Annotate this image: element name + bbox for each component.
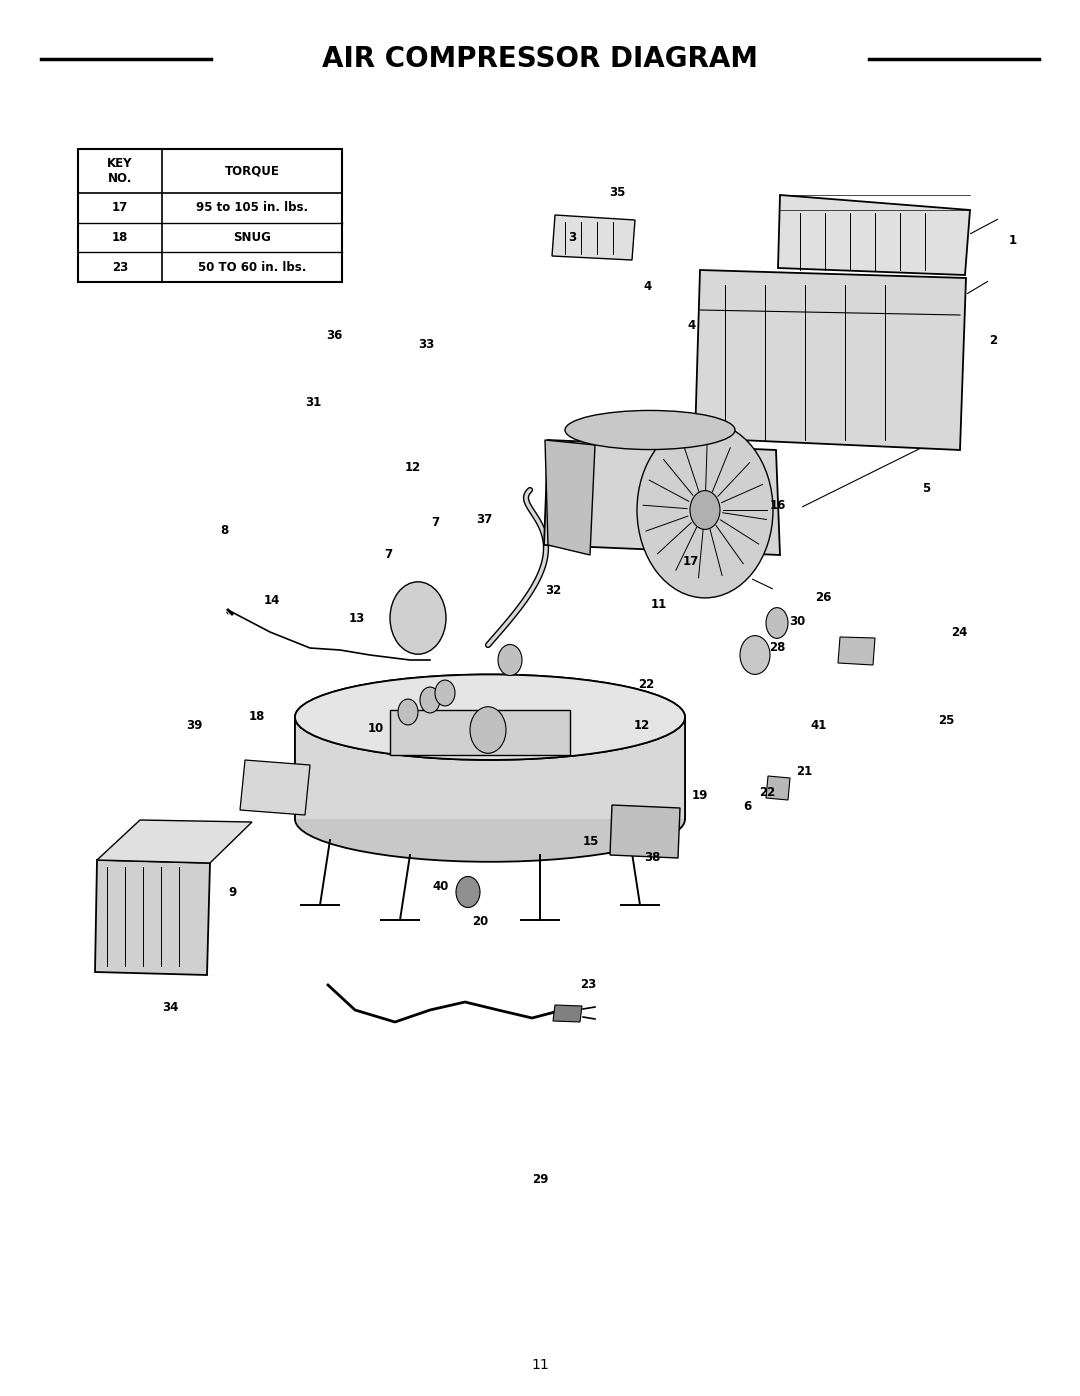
Text: 14: 14 bbox=[264, 593, 281, 607]
Polygon shape bbox=[778, 195, 970, 275]
Text: AIR COMPRESSOR DIAGRAM: AIR COMPRESSOR DIAGRAM bbox=[322, 45, 758, 73]
Text: 9: 9 bbox=[228, 885, 237, 899]
Text: 28: 28 bbox=[769, 641, 786, 655]
Text: 11: 11 bbox=[650, 597, 667, 611]
Text: 23: 23 bbox=[580, 977, 597, 991]
Text: 4: 4 bbox=[644, 279, 652, 293]
Text: 95 to 105 in. lbs.: 95 to 105 in. lbs. bbox=[197, 201, 309, 215]
Text: 7: 7 bbox=[431, 515, 440, 529]
Bar bbox=[390, 711, 570, 755]
Ellipse shape bbox=[295, 674, 685, 759]
Text: 17: 17 bbox=[683, 554, 700, 568]
Text: 39: 39 bbox=[186, 719, 203, 733]
Text: 5: 5 bbox=[922, 482, 931, 496]
Text: 31: 31 bbox=[305, 395, 322, 409]
Ellipse shape bbox=[766, 607, 788, 638]
Text: 15: 15 bbox=[582, 835, 599, 849]
Text: 37: 37 bbox=[475, 512, 492, 526]
Text: 12: 12 bbox=[633, 719, 650, 733]
Text: 22: 22 bbox=[758, 786, 775, 800]
Text: 19: 19 bbox=[691, 789, 708, 803]
Polygon shape bbox=[552, 215, 635, 260]
Circle shape bbox=[637, 422, 773, 597]
Circle shape bbox=[420, 687, 440, 713]
Circle shape bbox=[470, 706, 507, 754]
Text: 26: 26 bbox=[814, 591, 832, 604]
Text: 10: 10 bbox=[367, 722, 384, 736]
Polygon shape bbox=[766, 776, 789, 800]
Polygon shape bbox=[838, 637, 875, 664]
Text: 18: 18 bbox=[112, 232, 129, 244]
Text: 23: 23 bbox=[112, 261, 129, 274]
Text: 40: 40 bbox=[432, 879, 449, 893]
Polygon shape bbox=[553, 1005, 582, 1022]
Polygon shape bbox=[545, 440, 595, 556]
Text: 2: 2 bbox=[989, 334, 998, 348]
Text: 33: 33 bbox=[418, 338, 435, 352]
Bar bbox=[295, 718, 685, 819]
Text: 25: 25 bbox=[937, 713, 955, 727]
Text: 35: 35 bbox=[609, 186, 626, 200]
Ellipse shape bbox=[565, 410, 735, 450]
Text: TORQUE: TORQUE bbox=[225, 165, 280, 177]
Circle shape bbox=[399, 699, 418, 725]
Text: 38: 38 bbox=[644, 850, 661, 864]
Circle shape bbox=[740, 635, 770, 674]
Text: 7: 7 bbox=[384, 547, 393, 561]
Text: 20: 20 bbox=[472, 914, 489, 928]
Ellipse shape bbox=[295, 674, 685, 759]
Circle shape bbox=[456, 877, 480, 907]
Text: KEY
NO.: KEY NO. bbox=[107, 158, 133, 186]
Polygon shape bbox=[95, 860, 210, 974]
Text: 4: 4 bbox=[687, 318, 696, 332]
Text: 22: 22 bbox=[637, 677, 654, 691]
Text: 17: 17 bbox=[112, 201, 129, 215]
Text: 12: 12 bbox=[404, 461, 421, 475]
Text: SNUG: SNUG bbox=[233, 232, 271, 244]
Polygon shape bbox=[544, 440, 780, 556]
Text: 29: 29 bbox=[531, 1173, 549, 1187]
Polygon shape bbox=[97, 819, 252, 863]
Text: 13: 13 bbox=[348, 611, 365, 625]
Circle shape bbox=[390, 582, 446, 655]
Text: 30: 30 bbox=[788, 614, 806, 628]
Bar bbox=[78, 149, 342, 282]
Ellipse shape bbox=[295, 776, 685, 861]
Circle shape bbox=[690, 490, 720, 529]
Polygon shape bbox=[696, 269, 966, 450]
Text: 1: 1 bbox=[1009, 233, 1017, 247]
Text: 18: 18 bbox=[248, 709, 266, 723]
Text: 6: 6 bbox=[743, 800, 752, 814]
Circle shape bbox=[435, 680, 455, 706]
Text: 16: 16 bbox=[769, 498, 786, 512]
Polygon shape bbox=[610, 805, 680, 859]
Text: 24: 24 bbox=[950, 625, 968, 639]
Text: 11: 11 bbox=[531, 1358, 549, 1372]
Text: 32: 32 bbox=[544, 584, 562, 597]
Text: 36: 36 bbox=[326, 328, 343, 342]
Circle shape bbox=[498, 645, 522, 676]
Text: 41: 41 bbox=[810, 719, 827, 733]
Text: 50 TO 60 in. lbs.: 50 TO 60 in. lbs. bbox=[199, 261, 307, 274]
Text: 3: 3 bbox=[568, 230, 577, 244]
Polygon shape bbox=[240, 759, 310, 815]
Text: 8: 8 bbox=[220, 524, 229, 537]
Text: 21: 21 bbox=[796, 765, 813, 779]
Text: 34: 34 bbox=[162, 1001, 179, 1015]
